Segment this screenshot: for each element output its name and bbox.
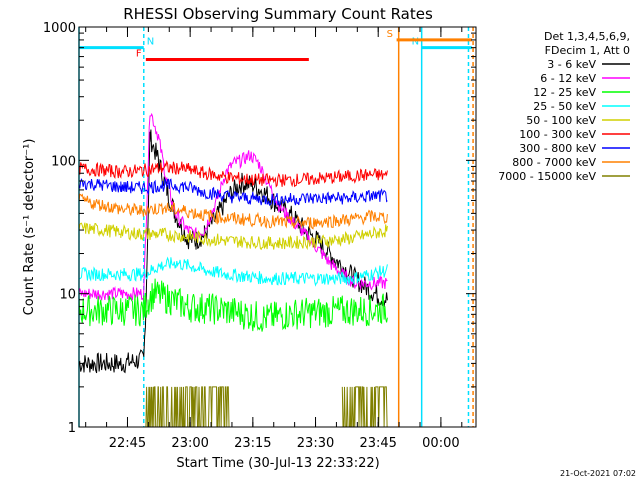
legend-label: 800 - 7000 keV — [512, 156, 596, 169]
series-line — [78, 178, 388, 207]
y-tick-label: 10 — [59, 288, 76, 303]
x-axis-label: Start Time (30-Jul-13 22:33:22) — [176, 456, 379, 471]
status-label-N: N — [412, 37, 419, 48]
status-label-S: S — [387, 29, 393, 40]
series-3 — [78, 278, 388, 332]
series-line — [78, 256, 388, 287]
series-8 — [78, 193, 388, 230]
legend-header-line: Det 1,3,4,5,6,9, — [544, 30, 630, 43]
legend-label: 3 - 6 keV — [547, 58, 596, 71]
series-5 — [78, 222, 388, 251]
legend-label: 12 - 25 keV — [533, 86, 596, 99]
chart-title: RHESSI Observing Summary Count Rates — [123, 5, 433, 23]
status-label-N: N — [147, 37, 154, 48]
series-7 — [78, 178, 388, 207]
series-line — [78, 193, 388, 230]
status-label-F: F — [136, 49, 142, 60]
plot-frame — [78, 26, 477, 428]
series-line — [78, 278, 388, 332]
series-1 — [78, 129, 388, 374]
legend-label: 50 - 100 keV — [526, 114, 596, 127]
y-tick-label: 100 — [51, 154, 76, 169]
series-line — [78, 160, 388, 188]
x-tick-label: 23:15 — [234, 436, 271, 451]
x-tick-label: 23:30 — [297, 436, 334, 451]
legend: Det 1,3,4,5,6,9,FDecim 1, Att 03 - 6 keV… — [498, 30, 630, 183]
series-2 — [78, 112, 388, 302]
series-6 — [78, 160, 388, 188]
legend-label: 100 - 300 keV — [519, 128, 596, 141]
series-line — [78, 129, 388, 374]
series-line — [78, 222, 388, 251]
legend-header-line: FDecim 1, Att 0 — [545, 44, 630, 57]
y-tick-label: 1 — [68, 421, 76, 436]
series-4 — [78, 256, 388, 287]
legend-label: 300 - 800 keV — [519, 142, 596, 155]
series-line — [78, 112, 388, 302]
y-axis-label: Count Rate (s⁻¹ detector⁻¹) — [22, 139, 37, 316]
legend-label: 6 - 12 keV — [540, 72, 596, 85]
x-tick-label: 23:45 — [359, 436, 396, 451]
legend-label: 25 - 50 keV — [533, 100, 596, 113]
status-bars: N NFS — [79, 29, 472, 62]
x-tick-label: 22:45 — [109, 436, 146, 451]
timestamp-footer: 21-Oct-2021 07:02 — [560, 469, 636, 478]
axis-ticks: 1 10 100 1000 22:45 23:00 23:15 23:30 23:45 00:00 — [43, 21, 476, 451]
x-tick-label: 23:00 — [171, 436, 208, 451]
legend-label: 7000 - 15000 keV — [498, 170, 596, 183]
x-tick-label: 00:00 — [422, 436, 459, 451]
y-tick-label: 1000 — [43, 21, 76, 36]
